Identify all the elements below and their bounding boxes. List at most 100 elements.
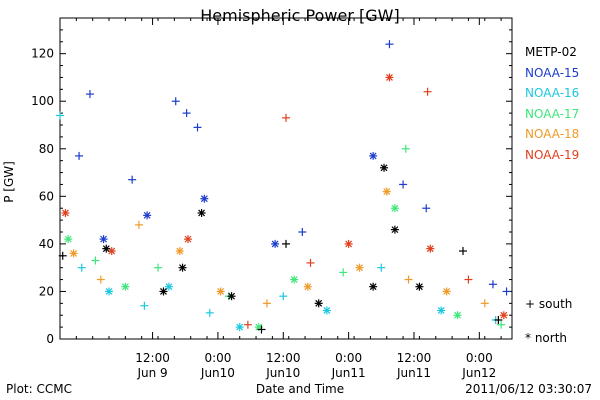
plus-marker-icon: + bbox=[525, 297, 536, 311]
marker-stroke bbox=[323, 307, 331, 314]
south-point-marker bbox=[279, 292, 288, 301]
south-point-marker bbox=[404, 275, 413, 284]
legend-item-noaa17: NOAA-17 bbox=[525, 106, 580, 121]
south-point-marker bbox=[205, 308, 214, 317]
marker-legend: + south * north bbox=[525, 297, 572, 365]
south-point-marker bbox=[494, 315, 503, 324]
y-tick-label: 0 bbox=[46, 332, 54, 346]
north-point-marker bbox=[303, 282, 312, 291]
north-point-marker bbox=[442, 287, 451, 296]
south-point-marker bbox=[282, 239, 290, 248]
south-point-marker bbox=[401, 144, 410, 153]
marker-stroke bbox=[391, 204, 399, 212]
marker-stroke bbox=[369, 152, 377, 160]
south-point-marker bbox=[182, 109, 191, 118]
south-point-marker bbox=[85, 90, 94, 99]
south-point-marker bbox=[488, 280, 497, 289]
north-point-marker bbox=[499, 311, 508, 320]
north-point-marker bbox=[197, 208, 206, 217]
marker-legend-north: * north bbox=[525, 331, 572, 365]
asterisk-marker-icon: * bbox=[525, 331, 531, 345]
south-point-marker bbox=[422, 204, 431, 213]
marker-legend-south-label: south bbox=[538, 297, 573, 311]
x-tick-label-time: 12:00 bbox=[397, 351, 432, 365]
x-tick-label-time: 0:00 bbox=[204, 351, 231, 365]
south-point-marker bbox=[243, 320, 252, 329]
north-point-marker bbox=[322, 306, 331, 315]
north-point-marker bbox=[159, 287, 168, 296]
south-point-marker bbox=[257, 325, 266, 334]
marker-stroke bbox=[217, 288, 225, 295]
legend-item-noaa19: NOAA-19 bbox=[525, 147, 580, 162]
south-point-marker bbox=[128, 175, 137, 184]
footer-plot-credit: Plot: CCMC bbox=[6, 382, 72, 396]
legend-item-noaa16: NOAA-16 bbox=[525, 86, 580, 100]
north-point-marker bbox=[355, 263, 364, 272]
north-point-marker bbox=[369, 282, 378, 291]
north-point-marker bbox=[164, 282, 173, 291]
north-point-marker bbox=[390, 204, 399, 213]
y-tick-label: 40 bbox=[39, 237, 54, 251]
north-point-marker bbox=[216, 287, 225, 296]
marker-stroke bbox=[100, 235, 107, 243]
marker-stroke bbox=[62, 209, 69, 217]
marker-stroke bbox=[70, 249, 78, 257]
north-point-marker bbox=[227, 292, 236, 301]
x-tick-label-date: Jun11 bbox=[331, 366, 366, 380]
legend-item-noaa18: NOAA-18 bbox=[525, 127, 580, 141]
marker-stroke bbox=[454, 311, 461, 319]
x-axis-label: Date and Time bbox=[255, 382, 345, 396]
marker-stroke bbox=[200, 195, 208, 203]
marker-stroke bbox=[102, 245, 110, 253]
marker-stroke bbox=[500, 311, 508, 319]
y-tick-label: 100 bbox=[31, 94, 54, 108]
marker-stroke bbox=[184, 235, 192, 243]
x-tick-label-date: Jun11 bbox=[396, 366, 431, 380]
y-tick-label: 60 bbox=[39, 189, 54, 203]
marker-stroke bbox=[443, 288, 451, 295]
x-tick-label-date: Jun 9 bbox=[136, 366, 167, 380]
legend-item-noaa15: NOAA-15 bbox=[525, 65, 580, 80]
x-tick-label-date: Jun10 bbox=[200, 366, 235, 380]
footer-timestamp: 2011/06/12 03:30:07 bbox=[465, 382, 592, 396]
marker-stroke bbox=[165, 283, 173, 291]
south-point-marker bbox=[497, 320, 506, 329]
x-tick-label-date: Jun12 bbox=[461, 366, 496, 380]
south-point-marker bbox=[96, 275, 105, 284]
series-metp02 bbox=[58, 163, 503, 334]
marker-stroke bbox=[415, 283, 423, 291]
marker-stroke bbox=[271, 240, 279, 248]
data-points bbox=[56, 40, 511, 334]
marker-stroke bbox=[391, 226, 399, 234]
north-point-marker bbox=[390, 225, 399, 234]
marker-legend-south: + south bbox=[525, 297, 572, 331]
south-point-marker bbox=[306, 258, 315, 267]
south-point-marker bbox=[298, 228, 307, 236]
north-point-marker bbox=[380, 163, 389, 172]
north-point-marker bbox=[175, 247, 184, 256]
marker-stroke bbox=[356, 264, 363, 272]
y-axis-label: P [GW] bbox=[2, 161, 16, 203]
marker-stroke bbox=[304, 283, 312, 291]
marker-stroke bbox=[380, 164, 388, 172]
x-tick-label-time: 12:00 bbox=[135, 351, 170, 365]
marker-stroke bbox=[383, 188, 391, 196]
north-point-marker bbox=[102, 244, 111, 253]
legend-item-metp02: METP-02 bbox=[525, 45, 577, 59]
north-point-marker bbox=[200, 194, 209, 203]
series-noaa17 bbox=[64, 144, 506, 332]
south-point-marker bbox=[464, 275, 473, 284]
north-point-marker bbox=[382, 187, 391, 196]
marker-stroke bbox=[228, 292, 235, 300]
marker-stroke bbox=[315, 299, 323, 307]
north-point-marker bbox=[64, 235, 73, 244]
marker-stroke bbox=[198, 209, 206, 217]
south-point-marker bbox=[154, 263, 163, 272]
south-point-marker bbox=[140, 301, 149, 310]
north-point-marker bbox=[290, 275, 299, 284]
marker-stroke bbox=[386, 74, 393, 81]
series-noaa19 bbox=[61, 73, 508, 329]
south-point-marker bbox=[193, 123, 202, 132]
